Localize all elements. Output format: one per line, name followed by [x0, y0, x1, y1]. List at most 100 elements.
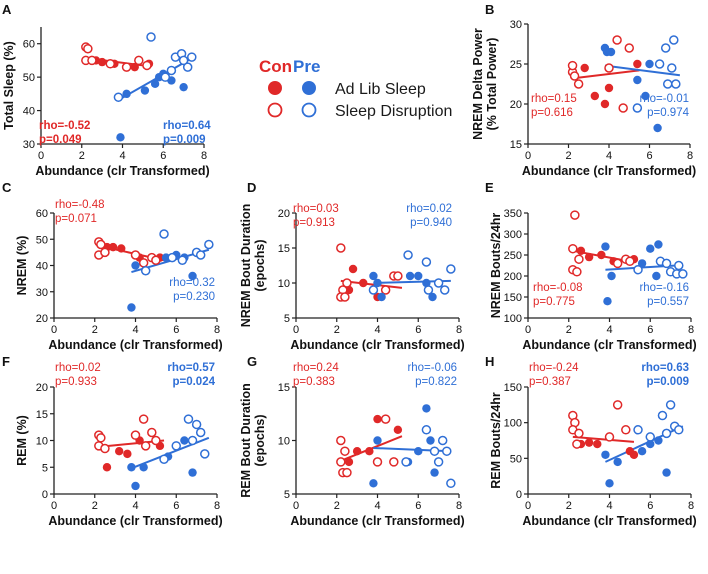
data-point-con-filled: [123, 449, 132, 459]
x-tick-label: 6: [415, 324, 421, 336]
x-tick-label: 4: [119, 150, 125, 162]
y-tick-label: 5: [284, 313, 290, 325]
x-axis-label: Abundance (clr Transformed): [35, 164, 209, 178]
y-axis-label: NREM Delta Power(% Total Power): [471, 28, 499, 140]
data-point-pre-filled: [140, 86, 150, 95]
y-tick-label: 60: [23, 39, 35, 51]
data-point-con-open: [138, 414, 149, 424]
data-point-pre-open: [665, 400, 676, 410]
stat-p: p=0.557: [647, 296, 689, 308]
data-point-con-open: [621, 425, 631, 435]
data-point-pre-open: [446, 264, 456, 274]
x-tick-label: 0: [293, 500, 299, 512]
data-point-pre-open: [182, 62, 193, 72]
data-point-pre-filled: [122, 89, 131, 99]
stat-p: p=0.230: [173, 291, 215, 303]
y-tick-label: 300: [504, 229, 522, 241]
data-point-pre-open: [433, 278, 444, 288]
data-point-pre-open: [423, 285, 434, 295]
x-tick-label: 4: [606, 150, 612, 162]
data-point-con-open: [573, 79, 584, 89]
data-point-pre-filled: [428, 292, 437, 302]
stat-rho: rho=0.15: [531, 93, 577, 105]
data-point-con-filled: [344, 457, 354, 467]
x-tick-label: 2: [92, 500, 98, 512]
x-tick-label: 2: [79, 150, 85, 162]
x-tick-label: 0: [38, 150, 44, 162]
stat-p: p=0.822: [415, 376, 457, 388]
panel-letter: C: [2, 180, 12, 195]
y-axis-label: Total Sleep (%): [2, 41, 16, 130]
data-point-con-open: [574, 428, 584, 439]
panel-c: C 0 2 4 6 8 20 30 40 50 60 Abundance (clr Transform…: [2, 180, 223, 352]
x-tick-label: 2: [334, 324, 340, 336]
data-point-con-filled: [359, 278, 368, 288]
y-tick-label: 50: [36, 234, 48, 246]
panel-g: G 0 2 4 6 8 5 10 15 Abundance (clr Transformed) RE…: [239, 354, 465, 528]
stat-rho: rho=0.03: [293, 203, 339, 215]
data-point-pre-filled: [641, 91, 650, 101]
data-point-con-filled: [115, 447, 124, 456]
y-axis-label-line: REM (%): [15, 415, 29, 466]
data-point-pre-open: [421, 257, 432, 267]
stat-annotation-pre: rho=0.32 p=0.230: [169, 277, 215, 303]
data-point-con-open: [389, 457, 399, 467]
data-point-pre-filled: [373, 436, 382, 445]
stat-annotation-con: rho=0.24 p=0.383: [293, 362, 339, 388]
stat-rho: rho=-0.52: [39, 120, 90, 132]
x-tick-label: 8: [688, 324, 694, 336]
y-axis-label-line: REM Bouts/24hr: [489, 392, 503, 489]
y-axis-label: REM Bout Duration(epochs): [239, 383, 267, 498]
stat-p: p=0.071: [55, 213, 97, 225]
x-tick-label: 6: [173, 324, 179, 336]
data-point-con-filled: [597, 250, 606, 260]
data-point-pre-filled: [422, 278, 431, 288]
x-tick-label: 4: [132, 500, 138, 512]
data-point-pre-filled: [606, 47, 616, 57]
data-point-con-open: [336, 435, 346, 446]
data-point-con-open: [151, 255, 161, 265]
data-point-con-open: [121, 62, 132, 72]
stat-p: p=0.383: [293, 376, 335, 388]
legend: Con Pre Ad Lib Sleep Sleep Disruption: [259, 57, 452, 120]
data-point-pre-filled: [426, 436, 435, 445]
data-point-con-filled: [102, 463, 112, 472]
legend-open-label: Sleep Disruption: [335, 103, 452, 120]
data-point-con-filled: [97, 57, 107, 67]
stat-p: p=0.616: [531, 107, 573, 119]
data-point-pre-filled: [180, 436, 189, 445]
data-point-pre-filled: [633, 75, 642, 85]
y-tick-label: 40: [36, 261, 48, 273]
y-tick-label: 250: [504, 250, 522, 262]
data-point-con-open: [380, 285, 391, 295]
x-tick-label: 0: [51, 500, 57, 512]
x-axis-label: Abundance (clr Transformed): [522, 338, 696, 352]
data-point-pre-open: [403, 250, 413, 260]
data-point-pre-filled: [662, 468, 671, 477]
stat-annotation-con: rho=-0.52 p=0.049: [39, 120, 90, 146]
data-point-pre-open: [632, 103, 643, 113]
x-tick-label: 0: [525, 150, 531, 162]
data-point-con-filled: [633, 59, 642, 69]
x-tick-label: 6: [415, 500, 421, 512]
x-tick-label: 4: [132, 324, 138, 336]
data-point-pre-open: [421, 425, 432, 435]
panel-letter: A: [2, 2, 12, 17]
x-axis-label: Abundance (clr Transformed): [48, 338, 222, 352]
panel-letter: E: [485, 180, 494, 195]
y-tick-label: 30: [23, 139, 35, 151]
stat-rho: rho=-0.01: [639, 93, 689, 105]
data-point-con-filled: [130, 62, 139, 72]
data-point-con-open: [618, 103, 628, 113]
x-axis-label: Abundance (clr Transformed): [522, 514, 696, 528]
data-point-con-filled: [373, 414, 382, 424]
y-axis-label-line: NREM Bout Duration: [239, 204, 253, 328]
data-point-pre-open: [195, 250, 206, 260]
data-point-pre-open: [674, 425, 684, 435]
stat-p: p=0.009: [163, 134, 206, 146]
y-tick-label: 5: [284, 489, 290, 501]
data-point-pre-open: [667, 63, 677, 73]
legend-con-open-marker: [267, 102, 283, 118]
stat-annotation-pre: rho=-0.16 p=0.557: [639, 282, 689, 308]
y-axis-label-line: (epochs): [253, 414, 267, 466]
